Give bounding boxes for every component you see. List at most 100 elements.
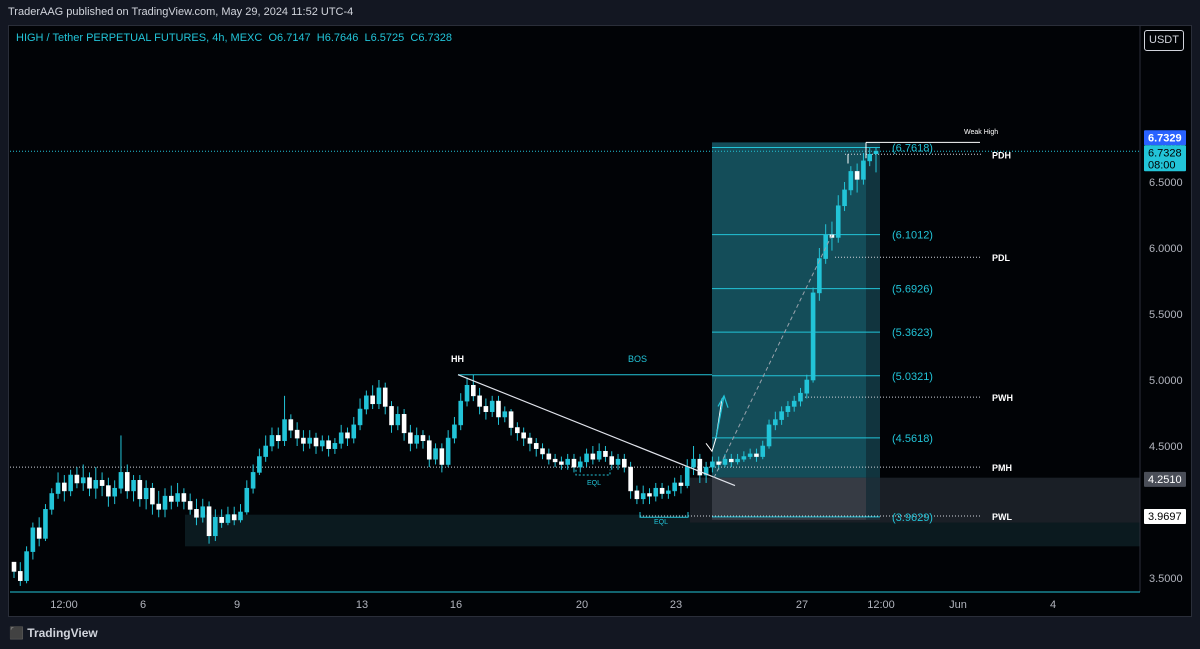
candle <box>552 453 558 468</box>
candle-body <box>257 456 262 473</box>
candle <box>414 427 419 449</box>
candle <box>426 435 432 468</box>
candle <box>131 475 136 502</box>
candle-body <box>320 440 325 447</box>
candle <box>238 504 243 523</box>
candle <box>483 398 489 420</box>
candle <box>250 464 256 494</box>
arrow-shaft <box>715 395 725 439</box>
candle-body <box>62 482 67 492</box>
candle-body <box>351 424 357 439</box>
candle-body <box>540 448 545 455</box>
candle <box>798 387 803 407</box>
candle <box>477 387 482 415</box>
price-badge-bg <box>1144 130 1186 146</box>
price-badge-value: 6.7328 <box>1148 147 1182 159</box>
candle-body <box>722 458 728 465</box>
candle <box>93 467 99 499</box>
candle-body <box>603 450 608 457</box>
candle-body <box>376 387 382 405</box>
candle <box>546 448 552 465</box>
candle <box>257 448 262 476</box>
fib-level-label: (5.0321) <box>892 371 933 383</box>
price-badge-value: 4.2510 <box>1148 474 1182 486</box>
candle <box>697 453 703 483</box>
candle <box>244 480 250 515</box>
candle-body <box>162 495 168 510</box>
candle-body <box>326 440 331 449</box>
candle-body <box>804 379 810 394</box>
candle-body <box>238 511 243 521</box>
candle-body <box>389 406 394 426</box>
candle <box>269 427 275 452</box>
candle <box>559 456 564 470</box>
candle-body <box>798 392 803 402</box>
currency-button[interactable]: USDT <box>1144 30 1184 51</box>
candle-body <box>156 503 162 510</box>
candle <box>741 451 747 462</box>
candle-body <box>11 561 17 572</box>
candle-body <box>445 437 451 465</box>
candle-body <box>395 414 401 426</box>
candle <box>62 475 67 502</box>
candle-body <box>835 205 841 238</box>
candle-body <box>754 453 759 457</box>
candle <box>452 416 457 444</box>
candle <box>489 395 495 417</box>
candle <box>653 482 659 502</box>
candle <box>137 475 143 507</box>
candle <box>735 453 740 465</box>
key-level-label-pdl: PDL <box>992 253 1011 263</box>
hh-label: HH <box>451 354 464 364</box>
candle <box>17 562 23 586</box>
price-axis-tick: 5.5000 <box>1149 309 1183 321</box>
candle <box>124 464 130 499</box>
candle <box>496 395 501 425</box>
candle-body <box>187 501 193 510</box>
candle-body <box>489 400 495 412</box>
published-line: TraderAAG published on TradingView.com, … <box>8 6 354 18</box>
trendline <box>457 374 736 487</box>
bos-label: BOS <box>628 354 647 364</box>
symbol-name: HIGH / Tether PERPETUAL FUTURES, 4h, MEX… <box>16 32 263 44</box>
candle-body <box>213 516 218 537</box>
candle <box>150 482 155 515</box>
candle-body <box>194 509 199 518</box>
candle-body <box>622 458 627 468</box>
price-axis-tick: 4.5000 <box>1149 441 1183 453</box>
candle-body <box>760 445 766 457</box>
candle <box>766 419 772 449</box>
candle-body <box>175 493 180 502</box>
candle-body <box>659 487 665 494</box>
candle-body <box>414 435 419 444</box>
candle <box>508 409 514 436</box>
candle <box>848 166 854 196</box>
candle-body <box>728 458 734 463</box>
key-level-label-pwh: PWH <box>992 393 1013 403</box>
candle <box>382 382 388 415</box>
candle <box>408 424 413 452</box>
price-badge-bg <box>1144 471 1186 487</box>
candle-body <box>546 453 552 460</box>
candle <box>565 453 570 470</box>
candle-body <box>559 461 564 465</box>
candle-body <box>93 480 99 489</box>
candle <box>521 427 526 446</box>
candle <box>584 448 589 468</box>
candle-body <box>43 509 48 539</box>
price-badge: 6.7329 <box>1144 130 1186 146</box>
fib-level-label: (3.9629) <box>892 512 933 524</box>
candle-body <box>615 458 621 465</box>
tradingview-logo[interactable]: ⬛ TradingView <box>9 626 98 640</box>
candle-body <box>433 448 438 460</box>
candle-body <box>150 487 155 505</box>
candle-body <box>401 414 407 434</box>
candle <box>640 485 646 505</box>
candle <box>773 411 778 431</box>
time-axis-tick: 12:00 <box>867 599 895 611</box>
candle-body <box>439 448 445 465</box>
candle <box>659 482 665 499</box>
candle <box>609 451 615 470</box>
candle-body <box>464 384 470 402</box>
